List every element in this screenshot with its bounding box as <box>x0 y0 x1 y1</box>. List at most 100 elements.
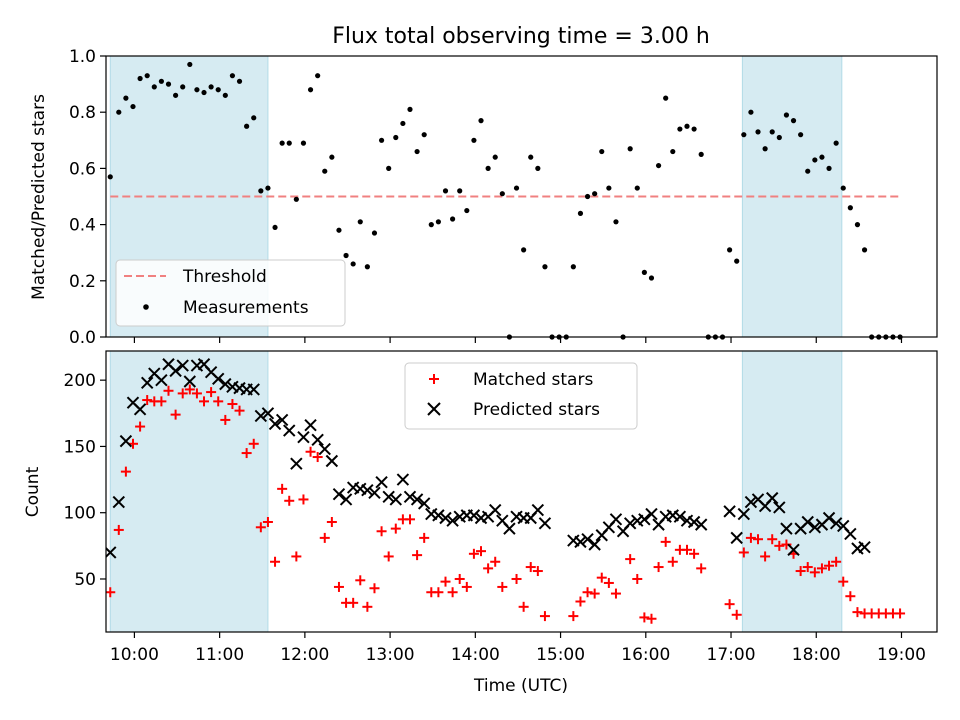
measurement-point <box>180 84 186 90</box>
measurement-point <box>286 140 292 146</box>
y-tick-label: 0.4 <box>69 216 96 236</box>
matched-star-point <box>696 563 707 574</box>
measurement-point <box>762 146 768 152</box>
x-tick-label: 19:00 <box>877 645 926 665</box>
measurement-point <box>513 185 520 191</box>
predicted-star-point <box>673 510 687 523</box>
legend-matched-swatch <box>429 374 439 384</box>
predicted-star-point <box>694 518 708 531</box>
matched-star-point <box>277 483 288 494</box>
measurement-point <box>393 134 399 141</box>
matched-star-point <box>333 581 344 592</box>
measurement-point <box>222 92 228 98</box>
matched-star-point <box>724 599 735 610</box>
matched-star-point <box>632 573 643 584</box>
predicted-star-point <box>375 476 388 489</box>
measurement-point <box>400 120 406 127</box>
matched-star-point <box>412 550 423 561</box>
measurement-point <box>272 224 278 231</box>
measurement-point <box>627 146 633 152</box>
legend-matched-label: Matched stars <box>473 370 593 390</box>
measurement-point <box>663 95 669 101</box>
predicted-star-point <box>297 430 310 444</box>
y-tick-label: 1.0 <box>69 47 96 67</box>
predicted-star-point <box>780 522 793 535</box>
matched-star-point <box>199 396 210 407</box>
matched-star-point <box>120 466 131 477</box>
measurement-point <box>251 115 257 121</box>
matched-star-point <box>348 597 359 608</box>
measurement-point <box>215 87 221 93</box>
predicted-star-point <box>730 531 743 545</box>
predicted-star-points <box>106 358 871 559</box>
matched-star-point <box>490 556 501 567</box>
predicted-star-point <box>588 538 601 551</box>
measurement-point <box>386 165 392 171</box>
legend-predicted-swatch <box>427 402 441 416</box>
measurement-point <box>542 264 548 270</box>
y-tick-label: 0.8 <box>69 103 96 123</box>
matched-star-point <box>241 448 252 459</box>
matched-star-point <box>895 608 906 619</box>
matched-star-point <box>745 532 756 543</box>
measurement-point <box>137 75 143 82</box>
matched-star-point <box>539 611 550 622</box>
measurement-point <box>450 216 456 222</box>
predicted-star-point <box>169 364 182 378</box>
matched-star-point <box>234 405 245 416</box>
predicted-star-point <box>247 383 260 396</box>
matched-star-point <box>404 514 415 525</box>
predicted-star-point <box>304 419 317 432</box>
measurement-point <box>329 154 335 160</box>
measurement-point <box>805 168 811 174</box>
matched-star-point <box>312 452 323 463</box>
predicted-star-point <box>844 527 857 541</box>
predicted-star-point <box>311 433 324 447</box>
matched-star-point <box>163 385 174 396</box>
matched-star-point <box>774 540 785 551</box>
predicted-star-point <box>268 417 282 431</box>
matched-star-point <box>653 562 664 573</box>
predicted-star-point <box>403 490 417 504</box>
measurement-point <box>421 132 427 138</box>
y-tick-label: 200 <box>64 371 96 391</box>
bottom-y-axis-label: Count <box>23 466 43 517</box>
matched-star-point <box>781 539 792 550</box>
matched-star-point <box>795 566 806 577</box>
predicted-star-point <box>581 533 594 546</box>
measurement-point <box>307 87 314 93</box>
matched-star-point <box>518 601 529 612</box>
matched-star-point <box>689 548 700 559</box>
measurement-point <box>606 185 612 191</box>
measurement-point <box>861 247 868 253</box>
predicted-star-point <box>609 513 623 526</box>
predicted-star-point <box>361 483 374 497</box>
measurement-point <box>485 165 491 171</box>
legend-predicted-label: Predicted stars <box>473 400 600 420</box>
predicted-star-point <box>439 511 452 525</box>
measurement-point <box>478 118 484 124</box>
predicted-star-point <box>112 495 125 509</box>
predicted-star-point <box>155 373 168 387</box>
matched-star-point <box>319 532 330 543</box>
predicted-star-point <box>318 442 331 456</box>
matched-star-point <box>362 601 373 612</box>
matched-star-point <box>603 577 614 588</box>
predicted-star-point <box>623 517 637 530</box>
matched-star-point <box>390 523 401 534</box>
matched-star-point <box>220 414 231 425</box>
predicted-star-point <box>261 407 275 420</box>
bottom-y-ticks: 50 100 150 200 <box>64 371 106 590</box>
top-axes-frame <box>105 55 938 338</box>
predicted-star-point <box>822 511 836 525</box>
y-tick-label: 0.2 <box>69 272 96 292</box>
measurement-point <box>641 269 647 275</box>
matched-star-point <box>738 547 749 558</box>
bottom-axes-frame <box>105 350 938 633</box>
measurement-point <box>798 132 804 138</box>
matched-star-points <box>106 384 906 624</box>
measurement-point <box>364 264 370 270</box>
predicted-star-point <box>723 505 736 518</box>
matched-star-point <box>376 526 387 537</box>
measurement-point <box>854 222 861 228</box>
